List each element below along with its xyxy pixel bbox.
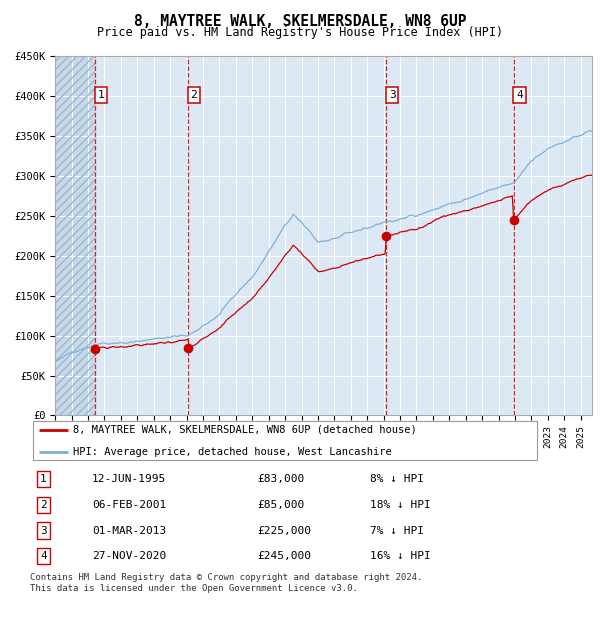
Text: 1: 1 bbox=[98, 90, 104, 100]
Text: 1: 1 bbox=[40, 474, 47, 484]
Text: 8% ↓ HPI: 8% ↓ HPI bbox=[370, 474, 424, 484]
Text: £245,000: £245,000 bbox=[257, 551, 311, 561]
Text: 27-NOV-2020: 27-NOV-2020 bbox=[92, 551, 166, 561]
Bar bbox=[55, 56, 95, 415]
Text: 7% ↓ HPI: 7% ↓ HPI bbox=[370, 526, 424, 536]
Text: £225,000: £225,000 bbox=[257, 526, 311, 536]
Bar bbox=[55, 56, 95, 415]
Text: Price paid vs. HM Land Registry's House Price Index (HPI): Price paid vs. HM Land Registry's House … bbox=[97, 26, 503, 39]
Text: £83,000: £83,000 bbox=[257, 474, 304, 484]
FancyBboxPatch shape bbox=[32, 422, 538, 460]
Text: £85,000: £85,000 bbox=[257, 500, 304, 510]
Text: 8, MAYTREE WALK, SKELMERSDALE, WN8 6UP: 8, MAYTREE WALK, SKELMERSDALE, WN8 6UP bbox=[134, 14, 466, 29]
Text: 06-FEB-2001: 06-FEB-2001 bbox=[92, 500, 166, 510]
Text: 2: 2 bbox=[191, 90, 197, 100]
Text: 8, MAYTREE WALK, SKELMERSDALE, WN8 6UP (detached house): 8, MAYTREE WALK, SKELMERSDALE, WN8 6UP (… bbox=[73, 425, 417, 435]
Text: Contains HM Land Registry data © Crown copyright and database right 2024.
This d: Contains HM Land Registry data © Crown c… bbox=[30, 574, 422, 593]
Text: 3: 3 bbox=[389, 90, 395, 100]
Text: 4: 4 bbox=[40, 551, 47, 561]
Text: 16% ↓ HPI: 16% ↓ HPI bbox=[370, 551, 431, 561]
Text: 4: 4 bbox=[516, 90, 523, 100]
Text: 18% ↓ HPI: 18% ↓ HPI bbox=[370, 500, 431, 510]
Text: 3: 3 bbox=[40, 526, 47, 536]
Text: HPI: Average price, detached house, West Lancashire: HPI: Average price, detached house, West… bbox=[73, 446, 392, 457]
Text: 2: 2 bbox=[40, 500, 47, 510]
Text: 01-MAR-2013: 01-MAR-2013 bbox=[92, 526, 166, 536]
Text: 12-JUN-1995: 12-JUN-1995 bbox=[92, 474, 166, 484]
